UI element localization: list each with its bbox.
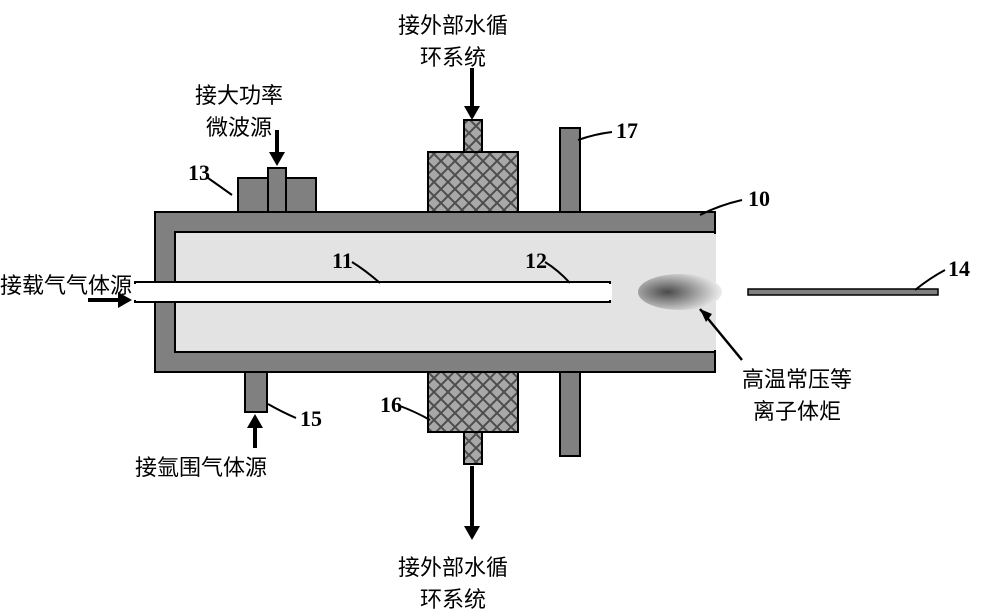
num-12: 12 [525,248,547,274]
arrow-top-water-head [464,106,480,120]
arrow-carrier-head [118,292,132,308]
label-plasma: 高温常压等离子体炬 [742,362,852,426]
arrow-microwave-head [269,152,285,166]
label-carrier-gas: 接载气气体源 [0,268,132,300]
num-10: 10 [748,186,770,212]
num-13: 13 [188,160,210,186]
num-15: 15 [300,406,322,432]
label-bottom-water: 接外部水循环系统 [398,550,508,614]
microwave-port-inner [268,168,286,212]
arrow-carrier-shaft [88,298,120,302]
label-microwave: 接大功率微波源 [195,78,283,142]
substrate [748,289,938,295]
plasma-torch [638,274,722,310]
label-top-water: 接外部水循环系统 [398,8,508,72]
center-tube [135,282,610,302]
arrow-microwave-shaft [275,130,279,154]
arrow-bottom-water-shaft [470,466,474,528]
num-11: 11 [332,248,353,274]
water-pipe-top [464,120,482,152]
num-16: 16 [380,392,402,418]
arrow-top-water-shaft [470,68,474,108]
argon-port [245,372,267,412]
num-14: 14 [948,256,970,282]
diagram-svg [0,0,1000,614]
arrow-argon-shaft [253,428,257,448]
arrow-argon-head [247,414,263,428]
water-pipe-bottom [464,432,482,464]
label-argon: 接氩围气体源 [135,450,267,482]
arrow-bottom-water-head [464,526,480,540]
num-17: 17 [616,118,638,144]
